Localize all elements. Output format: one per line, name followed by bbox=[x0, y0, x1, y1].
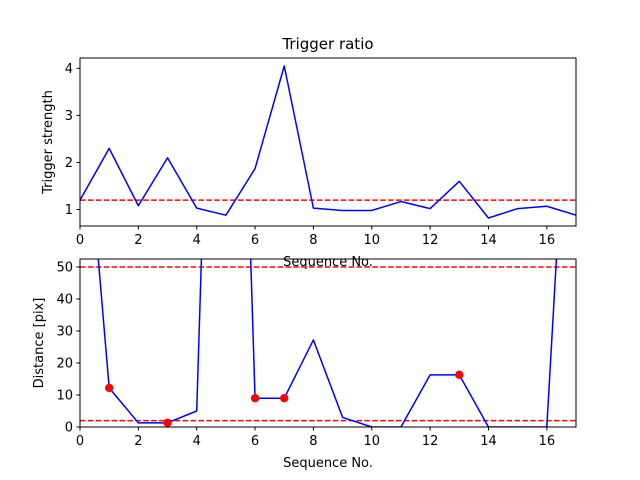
top-x-tick-label: 12 bbox=[422, 233, 439, 248]
top-x-axis: 0 2 4 6 8 10 12 14 16 bbox=[76, 226, 555, 248]
bottom-marker-point bbox=[250, 394, 260, 403]
top-series-line-0 bbox=[80, 65, 576, 219]
top-y-tick-label: 3 bbox=[65, 109, 73, 124]
bottom-subplot: 0 2 4 6 8 10 12 14 16 0 10 20 30 40 50 Sequence No. D… bbox=[32, 258, 577, 471]
bottom-marker-point bbox=[280, 394, 289, 403]
bottom-x-tick-label: 8 bbox=[309, 434, 317, 449]
top-y-tick-label: 2 bbox=[65, 156, 73, 171]
bottom-x-axis: 0 2 4 6 8 10 12 14 16 bbox=[76, 427, 555, 449]
top-x-tick-label: 4 bbox=[193, 233, 201, 248]
bottom-x-tick-label: 10 bbox=[363, 434, 380, 449]
top-x-tick-label: 2 bbox=[134, 233, 142, 248]
top-y-axis: 1 2 3 4 bbox=[65, 62, 80, 218]
top-x-tick-label: 14 bbox=[480, 233, 497, 248]
top-y-axis-label: Trigger strength bbox=[41, 90, 56, 195]
bottom-marker-point bbox=[104, 383, 114, 393]
bottom-marker-point bbox=[163, 418, 172, 428]
top-x-tick-label: 6 bbox=[251, 233, 259, 248]
bottom-y-tick-label: 30 bbox=[56, 325, 73, 340]
top-axes-frame bbox=[79, 57, 577, 227]
bottom-y-tick-label: 0 bbox=[65, 421, 73, 436]
bottom-x-tick-label: 14 bbox=[480, 434, 497, 449]
bottom-series-line-0 bbox=[97, 259, 558, 427]
bottom-marker-point bbox=[455, 370, 464, 380]
top-y-tick-label: 4 bbox=[65, 62, 73, 77]
top-series-group bbox=[80, 65, 576, 219]
bottom-y-tick-label: 20 bbox=[56, 357, 73, 372]
bottom-x-tick-label: 6 bbox=[251, 434, 259, 449]
bottom-x-axis-label: Sequence No. bbox=[283, 456, 373, 471]
bottom-x-tick-label: 16 bbox=[539, 434, 556, 449]
top-x-tick-label: 10 bbox=[363, 233, 380, 248]
bottom-y-tick-label: 50 bbox=[56, 261, 73, 276]
top-y-tick-label: 1 bbox=[65, 203, 73, 218]
top-chart-title: Trigger ratio bbox=[281, 35, 373, 53]
bottom-reference-lines bbox=[80, 266, 576, 422]
top-x-tick-label: 8 bbox=[309, 233, 317, 248]
bottom-x-tick-label: 12 bbox=[422, 434, 439, 449]
bottom-y-tick-label: 40 bbox=[56, 293, 73, 308]
bottom-marker-group bbox=[104, 370, 464, 428]
bottom-y-axis: 0 10 20 30 40 50 bbox=[56, 261, 80, 436]
bottom-series-group bbox=[97, 259, 558, 427]
bottom-y-axis-label: Distance [pix] bbox=[32, 298, 47, 389]
bottom-x-tick-label: 2 bbox=[134, 434, 142, 449]
top-x-tick-label: 0 bbox=[76, 233, 84, 248]
bottom-axes-frame bbox=[79, 258, 577, 428]
bottom-x-tick-label: 0 bbox=[76, 434, 84, 449]
top-x-tick-label: 16 bbox=[539, 233, 556, 248]
bottom-y-tick-label: 10 bbox=[56, 389, 73, 404]
bottom-x-tick-label: 4 bbox=[193, 434, 201, 449]
